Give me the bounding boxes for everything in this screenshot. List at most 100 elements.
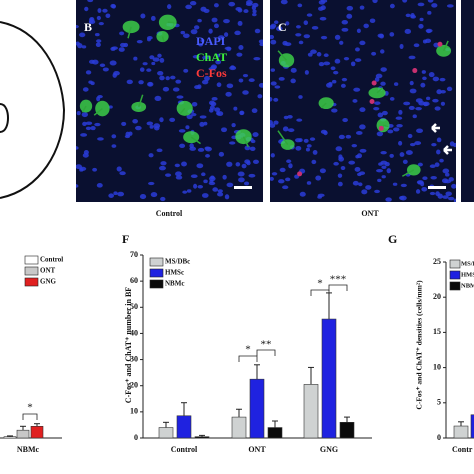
nucleus xyxy=(146,37,152,42)
nucleus xyxy=(295,138,302,143)
nucleus xyxy=(288,163,293,169)
neurite xyxy=(138,94,144,108)
bar xyxy=(470,414,474,439)
nucleus xyxy=(241,163,247,169)
nucleus xyxy=(133,56,138,61)
nucleus xyxy=(217,35,225,40)
nucleus xyxy=(446,86,453,92)
nucleus xyxy=(254,28,261,34)
nucleus xyxy=(331,79,337,84)
nucleus xyxy=(298,95,303,99)
nucleus xyxy=(426,29,432,34)
nucleus xyxy=(270,96,273,102)
nucleus xyxy=(270,123,276,128)
nucleus xyxy=(270,34,275,40)
nucleus xyxy=(159,75,165,81)
neurite xyxy=(277,50,288,61)
nucleus xyxy=(431,143,437,147)
nucleus xyxy=(172,87,180,92)
nucleus xyxy=(445,191,452,197)
nucleus xyxy=(244,145,251,151)
nucleus xyxy=(156,148,163,153)
nucleus xyxy=(306,144,312,148)
nucleus xyxy=(276,26,283,32)
nucleus xyxy=(239,110,244,115)
nucleus xyxy=(434,106,441,111)
nucleus xyxy=(170,75,176,80)
nucleus xyxy=(297,3,303,8)
nucleus xyxy=(338,134,345,140)
y-tick-label: 20 xyxy=(130,381,138,390)
nucleus xyxy=(235,162,241,167)
nucleus xyxy=(270,25,276,30)
nucleus xyxy=(380,67,387,72)
neurite xyxy=(277,130,289,145)
nucleus xyxy=(389,3,395,9)
nucleus xyxy=(148,181,155,186)
nucleus xyxy=(319,168,326,174)
nucleus xyxy=(417,162,423,167)
bar xyxy=(339,422,355,439)
nucleus xyxy=(229,65,237,71)
nucleus xyxy=(341,27,349,32)
nucleus xyxy=(87,0,94,3)
nucleus xyxy=(409,88,417,94)
nucleus xyxy=(109,60,117,66)
y-tick-label: 0 xyxy=(134,433,138,442)
chat-cell xyxy=(376,118,390,133)
nucleus xyxy=(111,134,117,139)
nucleus xyxy=(356,153,363,159)
nucleus xyxy=(337,173,343,178)
x-tick-label: ONT xyxy=(248,445,266,454)
panel-label: F xyxy=(122,232,129,246)
nucleus xyxy=(392,182,398,186)
nucleus xyxy=(135,125,142,131)
nucleus xyxy=(278,76,285,81)
nucleus xyxy=(380,49,385,54)
nucleus xyxy=(316,52,322,57)
nucleus xyxy=(212,187,219,192)
nucleus xyxy=(333,70,339,75)
nucleus xyxy=(183,68,189,73)
nucleus xyxy=(231,122,236,128)
nucleus xyxy=(203,179,208,184)
nucleus xyxy=(387,129,394,134)
nucleus xyxy=(165,173,172,177)
nucleus xyxy=(183,33,190,39)
nucleus xyxy=(140,13,146,19)
nucleus xyxy=(215,59,222,65)
y-axis-label: C-Fos⁺ and ChAT⁺ densities (cells/mm²) xyxy=(415,280,424,410)
nucleus xyxy=(217,192,224,197)
panel-label: C xyxy=(278,20,287,34)
legend-swatch xyxy=(24,255,39,265)
nucleus xyxy=(432,76,440,82)
nucleus xyxy=(251,5,257,11)
nucleus xyxy=(389,153,394,158)
nucleus xyxy=(139,194,147,200)
legend-label: NBMc xyxy=(461,282,474,289)
nucleus xyxy=(142,62,148,66)
nucleus xyxy=(413,43,420,48)
nucleus xyxy=(248,173,256,178)
nucleus xyxy=(148,153,154,158)
legend-label: Control xyxy=(40,256,63,264)
neurite xyxy=(442,40,449,52)
nucleus xyxy=(234,30,241,36)
nucleus xyxy=(245,2,253,7)
nucleus xyxy=(146,68,152,72)
nucleus xyxy=(136,39,143,44)
nucleus xyxy=(108,193,115,198)
nucleus xyxy=(224,194,230,200)
nucleus xyxy=(439,158,444,163)
nucleus xyxy=(118,47,125,52)
arrow xyxy=(431,123,440,133)
nucleus xyxy=(216,82,222,88)
nucleus xyxy=(238,45,244,50)
nucleus xyxy=(318,61,325,67)
nucleus xyxy=(270,68,276,72)
nucleus xyxy=(194,85,200,90)
nucleus xyxy=(273,97,279,102)
nucleus xyxy=(374,189,380,194)
y-tick-label: 10 xyxy=(433,362,441,371)
nucleus xyxy=(216,111,224,117)
